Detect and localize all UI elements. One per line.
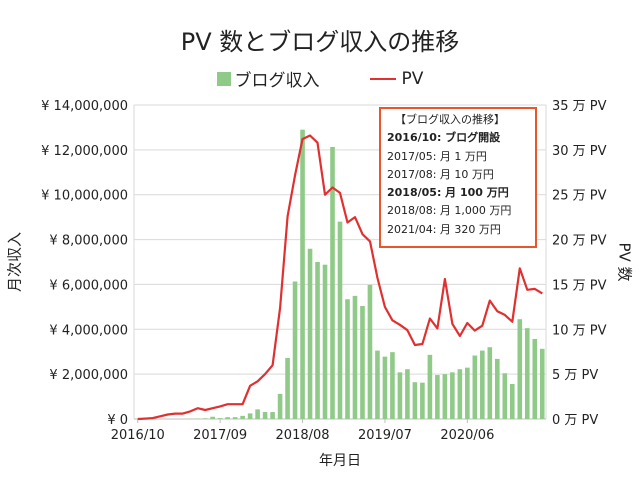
x-tick-label: 2020/06: [440, 428, 494, 443]
income-bar: [292, 281, 298, 419]
annotation-line: 2017/05: 月 1 万円: [387, 149, 487, 163]
income-bar: [247, 413, 253, 419]
income-bar: [397, 372, 403, 419]
income-bar: [457, 369, 463, 419]
income-bar: [517, 319, 523, 419]
annotation-line: 2018/08: 月 1,000 万円: [387, 204, 512, 218]
income-bar: [412, 382, 418, 419]
income-bar: [524, 328, 530, 419]
annotation-line: 2016/10: ブログ開設: [387, 131, 501, 145]
y-right-tick-label: 0 万 PV: [552, 413, 598, 428]
x-tick-label: 2017/09: [193, 428, 247, 443]
income-bar: [270, 412, 275, 419]
income-bar: [450, 372, 455, 419]
y-right-tick-label: 20 万 PV: [552, 234, 607, 249]
income-bar: [285, 357, 290, 419]
income-bar: [315, 262, 320, 419]
income-bar: [539, 348, 545, 419]
income-bar: [262, 412, 268, 419]
y-right-tick-label: 15 万 PV: [552, 278, 607, 293]
y-right-tick-label: 10 万 PV: [552, 323, 607, 338]
y-left-tick-label: ¥ 14,000,000: [41, 99, 128, 114]
y-left-tick-label: ¥ 4,000,000: [49, 323, 128, 338]
y-left-tick-label: ¥ 8,000,000: [49, 234, 128, 249]
income-bar: [345, 299, 350, 419]
y-left-tick-label: ¥ 2,000,000: [49, 368, 128, 383]
income-bar: [232, 417, 238, 419]
income-bar: [337, 221, 343, 419]
x-tick-label: 2018/08: [276, 428, 330, 443]
income-bar: [367, 284, 373, 419]
y-right-tick-label: 5 万 PV: [552, 368, 598, 383]
income-bar: [390, 352, 395, 419]
chart-title: PV 数とブログ収入の推移: [180, 28, 460, 56]
income-bar: [502, 373, 508, 419]
income-bar: [360, 305, 365, 419]
x-tick-label: 2016/10: [111, 428, 165, 443]
income-bar: [202, 418, 208, 419]
legend-swatch-bar: [216, 71, 231, 86]
income-bar: [442, 374, 448, 419]
y-axis-left-label: 月次収入: [5, 232, 24, 293]
income-bar: [495, 358, 500, 419]
y-left-tick-label: ¥ 12,000,000: [41, 144, 128, 159]
income-bar: [352, 295, 358, 419]
income-bar: [240, 415, 245, 419]
income-bar: [255, 409, 260, 419]
income-bar: [487, 347, 493, 419]
income-bar: [307, 248, 313, 419]
legend: ブログ収入 PV: [0, 66, 640, 91]
income-bar: [427, 354, 433, 419]
income-bar: [322, 264, 328, 419]
x-tick-label: 2019/07: [358, 428, 412, 443]
y-axis-right-label: PV 数: [615, 242, 634, 282]
y-right-tick-label: 35 万 PV: [552, 99, 607, 114]
y-left-tick-label: ¥ 6,000,000: [49, 278, 128, 293]
y-right-tick-label: 25 万 PV: [552, 189, 607, 204]
income-bar: [210, 416, 215, 419]
income-bar: [277, 393, 283, 419]
income-bar: [225, 417, 230, 419]
annotation-heading: 【ブログ収入の推移】: [395, 113, 505, 126]
annotation-line: 2018/05: 月 100 万円: [387, 186, 509, 200]
annotation-line: 2017/08: 月 10 万円: [387, 167, 494, 181]
annotation-box: 【ブログ収入の推移】 2016/10: ブログ開設 2017/05: 月 1 万…: [379, 107, 537, 248]
legend-label-pv: PV: [401, 68, 424, 89]
income-bar: [509, 384, 515, 419]
income-bar: [382, 356, 388, 419]
x-axis-label: 年月日: [319, 453, 361, 469]
annotation-line: 2021/04: 月 320 万円: [387, 222, 501, 236]
y-left-tick-label: ¥ 10,000,000: [41, 189, 128, 204]
income-bar: [405, 369, 410, 419]
income-bar: [375, 350, 380, 419]
income-bar: [465, 367, 470, 419]
income-bar: [300, 129, 305, 419]
legend-swatch-line: [369, 77, 396, 80]
income-bar: [217, 418, 223, 419]
income-bar: [532, 338, 538, 419]
y-right-tick-label: 30 万 PV: [552, 144, 607, 159]
income-bar: [435, 375, 440, 419]
income-bar: [330, 146, 335, 420]
y-left-tick-label: ¥ 0: [107, 413, 128, 428]
income-bar: [420, 382, 425, 419]
income-bar: [472, 355, 478, 419]
legend-label-income: ブログ収入: [234, 71, 320, 91]
income-bar: [480, 350, 485, 419]
